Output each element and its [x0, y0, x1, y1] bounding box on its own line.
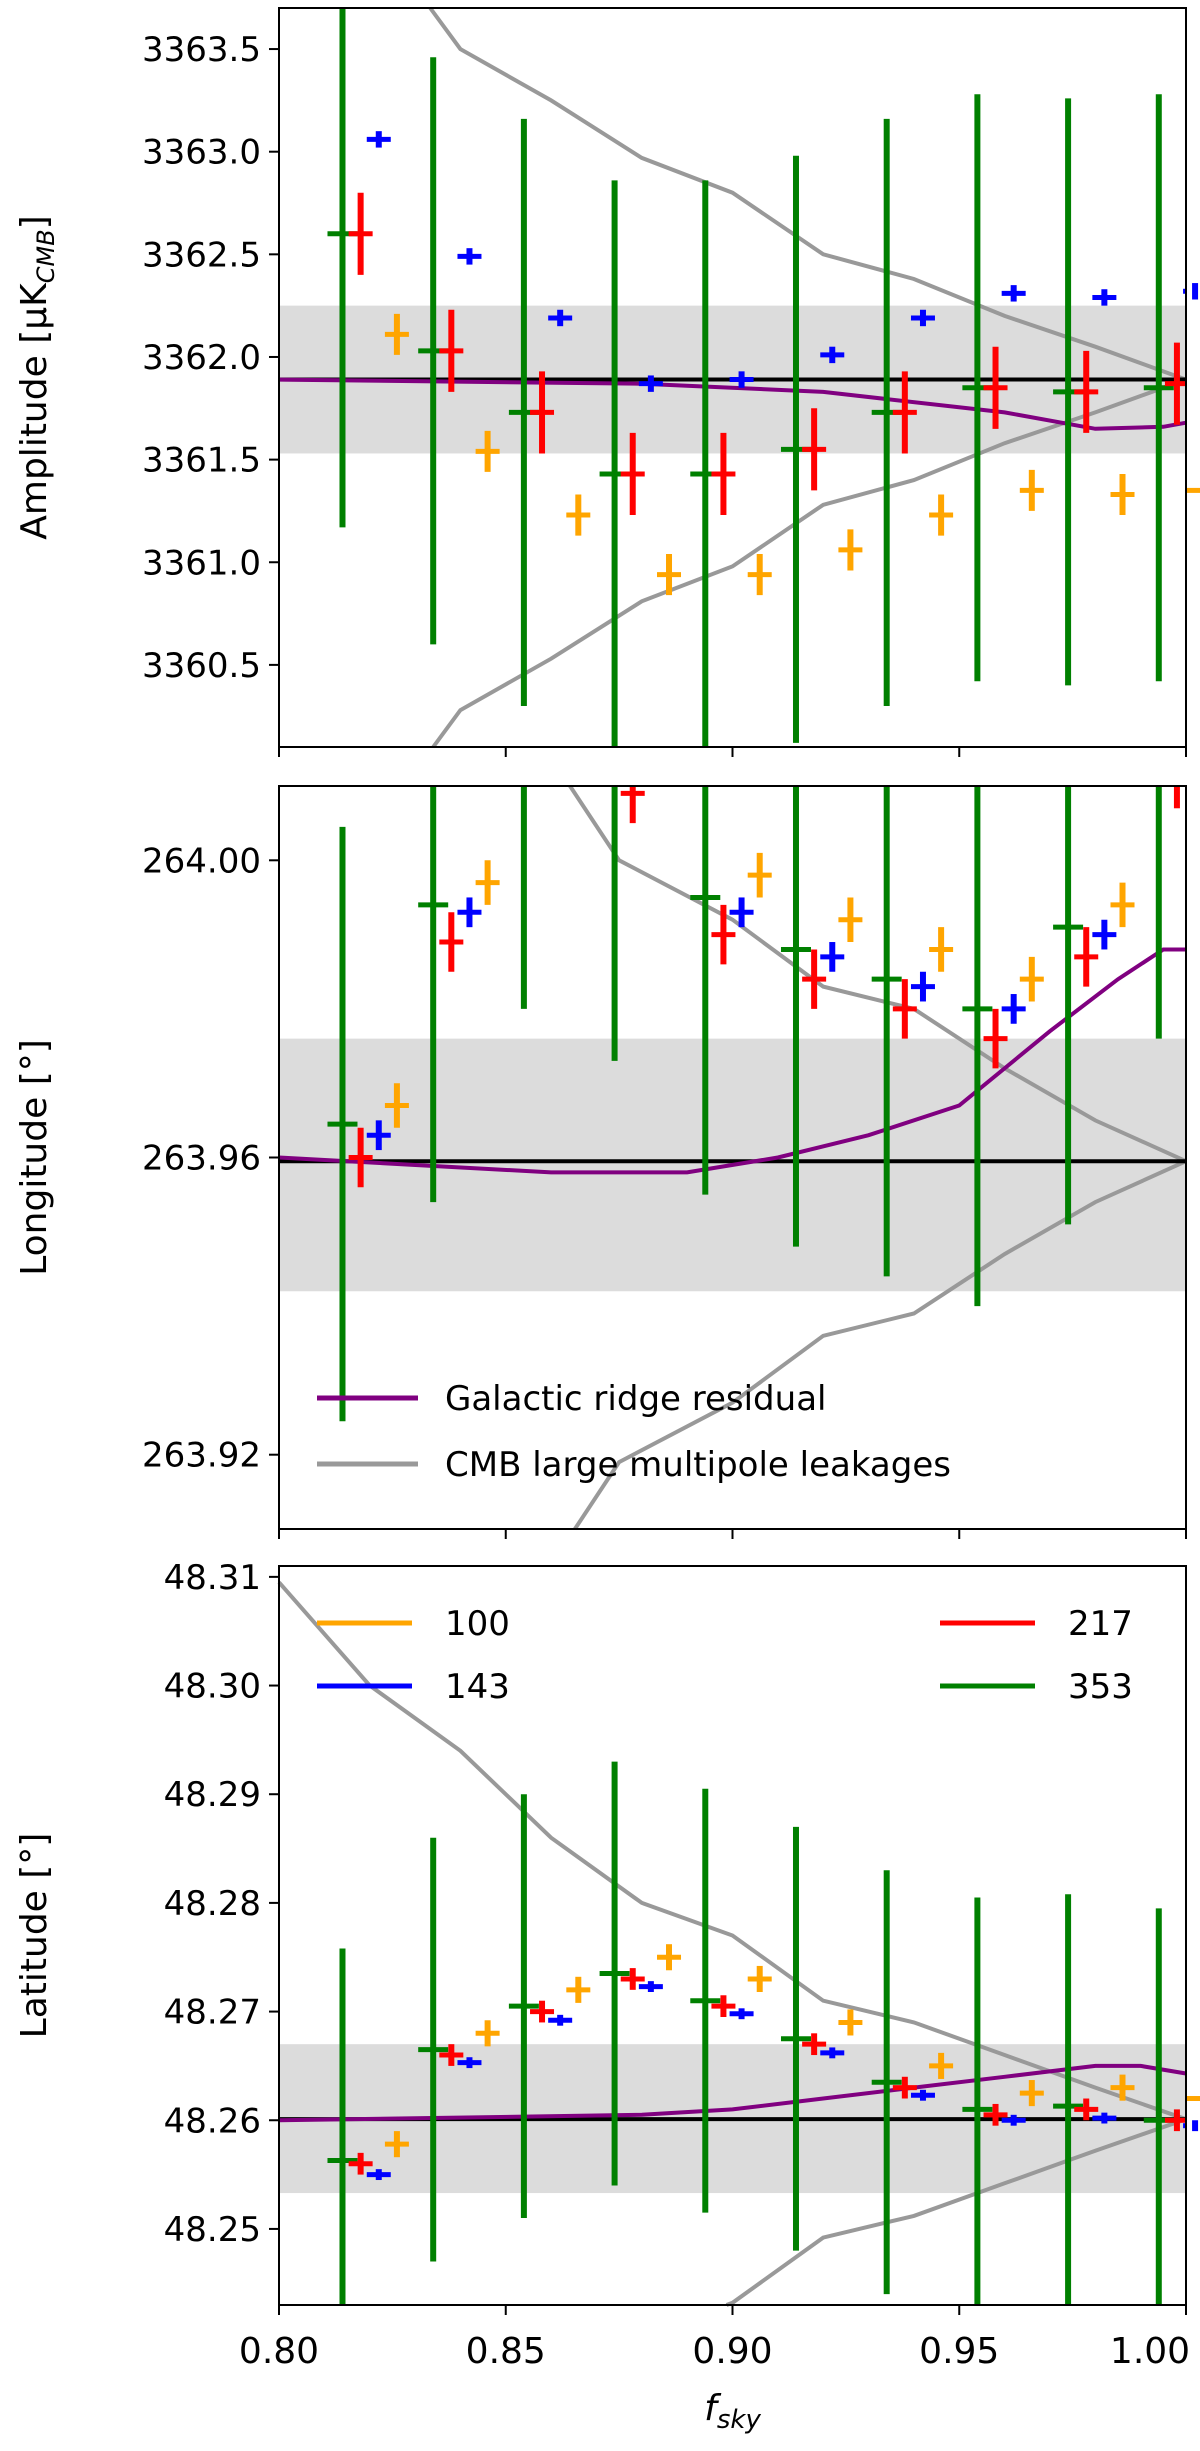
- series-353: [327, 786, 1162, 1422]
- y-axis-label: Longitude [°]: [14, 1039, 55, 1276]
- cmb-leakage-upper-line: [428, 6, 1187, 382]
- x-axis-label-sub: sky: [717, 2405, 762, 2435]
- y-axis-label: Amplitude [μKCMB]: [14, 215, 60, 539]
- galactic-residual-line: [278, 947, 1186, 1175]
- y-tick-label: 3361.5: [142, 441, 261, 481]
- y-axis-label-main: Latitude [°]: [14, 1833, 55, 2039]
- y-axis-label-main: Longitude [°]: [14, 1039, 55, 1276]
- y-tick-label: 48.31: [164, 1558, 261, 1598]
- legend-label: 143: [445, 1667, 510, 1707]
- x-tick-label: 0.90: [692, 2331, 772, 2372]
- y-tick-label: 3362.0: [142, 338, 261, 378]
- y-tick-label: 3360.5: [142, 646, 261, 686]
- y-axis-label: Latitude [°]: [14, 1833, 55, 2039]
- legend: 100 143 217 353: [317, 1604, 1133, 1707]
- y-axis-label-end: ]: [14, 215, 55, 229]
- legend-label: 100: [445, 1604, 510, 1644]
- y-tick-label: 48.29: [164, 1775, 261, 1815]
- cmb-leakage-lower-line: [573, 1159, 1187, 1531]
- series-217: [348, 1968, 1186, 2175]
- plot-area: [278, 784, 1187, 1531]
- panel-longitude: 263.92 263.96 264.00 Longitude [°] Galactic …: [14, 784, 1187, 1539]
- series-143: [366, 897, 1117, 1151]
- y-tick-label: 263.92: [142, 1436, 261, 1476]
- x-tick-label: 1.00: [1110, 2331, 1190, 2372]
- panel-amplitude: 3360.5 3361.0 3361.5 3362.0 3362.5 3363.0 3363…: [14, 6, 1200, 757]
- cmb-leakage-upper-line: [568, 784, 1187, 1164]
- y-tick-label: 3363.0: [142, 133, 261, 173]
- series-143: [366, 1981, 1199, 2181]
- series-217: [348, 786, 1180, 1188]
- y-tick-label: 48.27: [164, 1993, 261, 2033]
- x-tick-label: 0.80: [239, 2331, 319, 2372]
- series-353: [327, 1761, 1174, 2305]
- y-axis-label-sub: CMB: [32, 229, 60, 283]
- y-tick-label: 3361.0: [142, 543, 261, 583]
- series-143: [366, 131, 1199, 392]
- x-tick-label: 0.95: [919, 2331, 999, 2372]
- panel-latitude: 48.25 48.26 48.27 48.28 48.29 48.30 48.31 0.80 0…: [14, 1558, 1200, 2435]
- legend-label: Galactic ridge residual: [445, 1379, 826, 1419]
- cmb-leakage-upper-line: [277, 1580, 1187, 2122]
- series-100: [384, 313, 1200, 596]
- plot-area: [278, 6, 1200, 749]
- cmb-leakage-lower-line: [431, 377, 1187, 749]
- y-tick-label: 48.28: [164, 1884, 261, 1924]
- legend-label: 353: [1068, 1667, 1133, 1707]
- y-tick-label: 3363.5: [142, 30, 261, 70]
- legend-label: CMB large multipole leakages: [445, 1445, 951, 1485]
- plot-area: [277, 1580, 1200, 2307]
- y-tick-label: 48.26: [164, 2101, 261, 2141]
- series-100: [384, 1944, 1200, 2158]
- y-tick-label: 264.00: [142, 841, 261, 881]
- y-tick-label: 3362.5: [142, 235, 261, 275]
- y-tick-label: 263.96: [142, 1139, 261, 1179]
- legend-label: 217: [1068, 1604, 1133, 1644]
- cmb-leakage-lower-line: [725, 2117, 1187, 2307]
- y-tick-label: 48.30: [164, 1667, 261, 1707]
- legend: Galactic ridge residual CMB large multipo…: [317, 1379, 951, 1485]
- y-tick-label: 48.25: [164, 2210, 261, 2250]
- x-tick-label: 0.85: [466, 2331, 546, 2372]
- y-axis-label-main: Amplitude [μK: [14, 282, 55, 540]
- series-217: [348, 192, 1186, 516]
- x-axis-label: fsky: [704, 2388, 761, 2435]
- series-100: [384, 852, 1135, 1128]
